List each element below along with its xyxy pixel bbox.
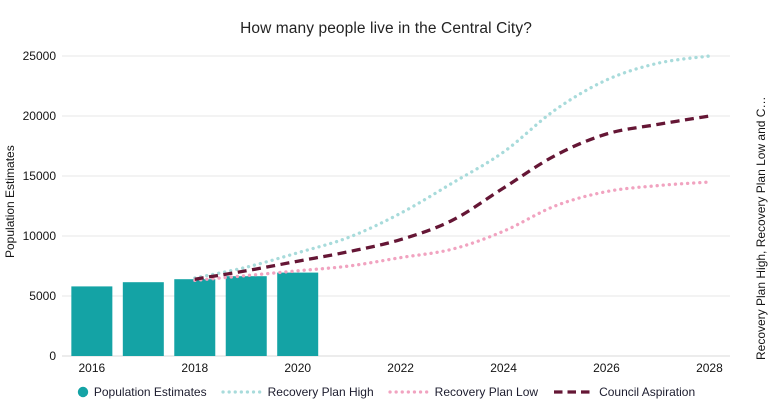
legend-label-recovery-plan-low: Recovery Plan Low bbox=[434, 385, 539, 399]
y-tick-label-20000: 20000 bbox=[23, 109, 57, 123]
legend-item-recovery-plan-low: Recovery Plan Low bbox=[388, 385, 538, 399]
bar-2019 bbox=[225, 276, 267, 356]
x-tick-label-2026: 2026 bbox=[593, 361, 620, 375]
chart-title: How many people live in the Central City… bbox=[240, 20, 532, 37]
y-tick-label-25000: 25000 bbox=[23, 49, 57, 63]
y-tick-label-5000: 5000 bbox=[29, 289, 56, 303]
x-tick-label-2018: 2018 bbox=[181, 361, 208, 375]
x-tick-label-2020: 2020 bbox=[284, 361, 311, 375]
legend-marker-dot-icon bbox=[77, 386, 89, 398]
legend-item-council-aspiration: Council Aspiration bbox=[552, 385, 695, 399]
y-tick-label-0: 0 bbox=[49, 349, 56, 363]
bar-2018 bbox=[174, 279, 216, 356]
legend-item-population-estimates: Population Estimates bbox=[77, 385, 207, 399]
legend-label-recovery-plan-high: Recovery Plan High bbox=[267, 385, 374, 399]
series-council-aspiration bbox=[194, 114, 710, 281]
y-tick-label-15000: 15000 bbox=[23, 169, 57, 183]
x-tick-label-2016: 2016 bbox=[78, 361, 105, 375]
x-tick-label-2028: 2028 bbox=[696, 361, 723, 375]
bar-2016 bbox=[71, 286, 113, 356]
legend-label-council-aspiration: Council Aspiration bbox=[599, 385, 696, 399]
series-recovery-plan-high bbox=[193, 54, 712, 280]
x-tick-label-2022: 2022 bbox=[387, 361, 414, 375]
bar-2020 bbox=[277, 272, 319, 356]
legend: Population Estimates Recovery Plan High Re… bbox=[0, 385, 772, 399]
y-tick-label-10000: 10000 bbox=[23, 229, 57, 243]
legend-marker-dashed-icon bbox=[554, 390, 593, 394]
bar-2017 bbox=[122, 282, 164, 356]
series-recovery-plan-low bbox=[193, 180, 712, 283]
legend-marker-dotted-icon bbox=[388, 390, 430, 394]
legend-marker-dotted-icon bbox=[221, 390, 263, 394]
legend-item-recovery-plan-high: Recovery Plan High bbox=[221, 385, 374, 399]
x-tick-label-2024: 2024 bbox=[490, 361, 517, 375]
legend-label-population-estimates: Population Estimates bbox=[93, 385, 207, 399]
